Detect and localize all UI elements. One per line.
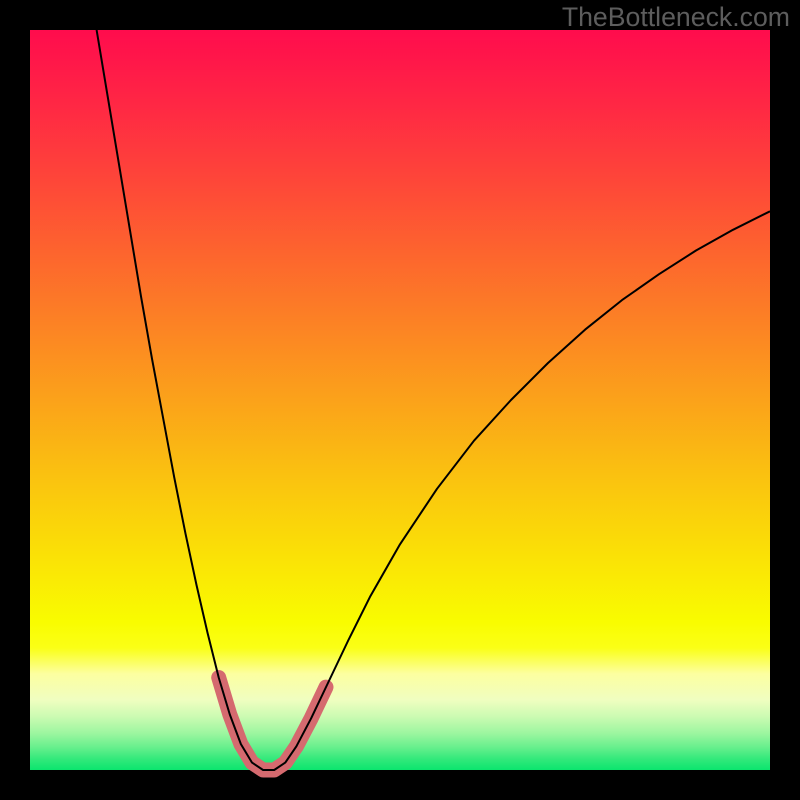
bottleneck-chart: TheBottleneck.com [0, 0, 800, 800]
plot-area [30, 30, 770, 770]
chart-svg [0, 0, 800, 800]
